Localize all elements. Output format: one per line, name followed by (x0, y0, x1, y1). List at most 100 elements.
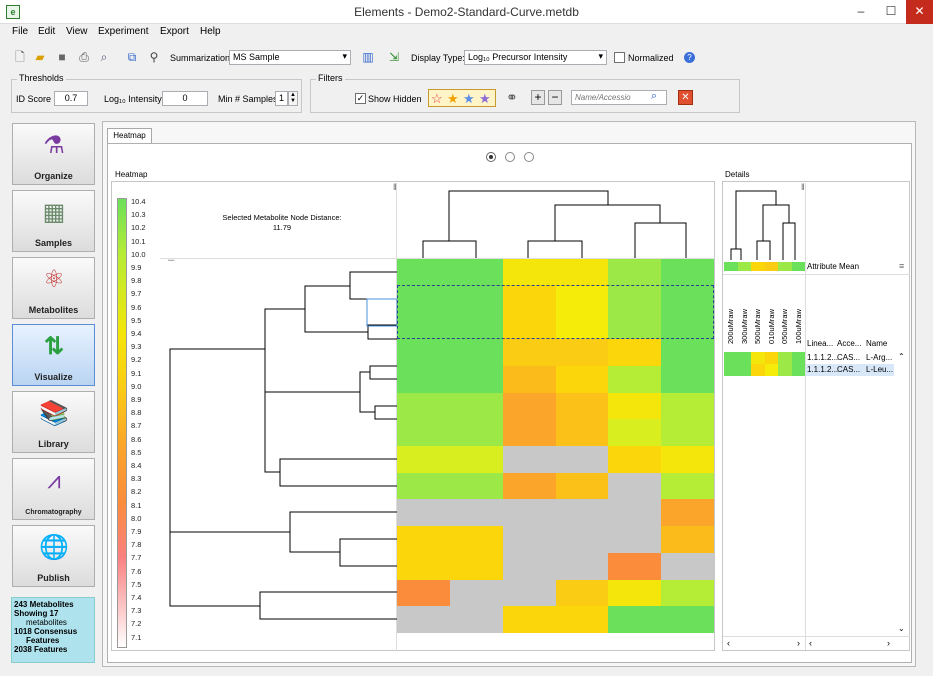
show-hidden-checkbox[interactable]: ✓ (355, 93, 366, 104)
heatmap-cell[interactable] (449, 312, 504, 340)
normalized-checkbox[interactable] (614, 52, 625, 63)
star-blue-icon[interactable]: ★ (463, 91, 475, 106)
scroll-right-1[interactable]: › (797, 638, 800, 648)
remove-filter-button[interactable]: − (548, 90, 562, 105)
heatmap-cell[interactable] (397, 552, 451, 581)
heatmap-cell[interactable] (502, 579, 556, 607)
details-row-1[interactable]: 1.1.1.2... CAS... L-Arg... (806, 352, 894, 364)
min-samples-spinner[interactable]: ▲ ▼ (288, 91, 298, 106)
heatmap-cell[interactable] (608, 392, 662, 420)
nav-samples[interactable]: ▦ Samples (12, 190, 95, 252)
minimize-button[interactable]: – (857, 4, 865, 18)
heatmap-cell[interactable] (449, 499, 504, 527)
menu-experiment[interactable]: Experiment (98, 26, 149, 37)
help-icon[interactable]: ? (684, 52, 695, 63)
heatmap-cell[interactable] (449, 579, 504, 607)
heatmap-cell[interactable] (449, 365, 504, 394)
heatmap-cell[interactable] (397, 579, 451, 607)
menu-file[interactable]: File (12, 26, 29, 37)
min-samples-input[interactable]: 1 (275, 91, 288, 106)
heatmap-cell[interactable] (449, 259, 504, 287)
star-purple-icon[interactable]: ★ (479, 91, 491, 106)
heatmap-cell[interactable] (608, 579, 662, 607)
heatmap-cell[interactable] (397, 499, 451, 527)
heatmap-cell[interactable] (502, 339, 556, 367)
heatmap-cell[interactable] (661, 365, 715, 394)
heatmap-cell[interactable] (608, 552, 662, 581)
heatmap-cell[interactable] (555, 392, 609, 420)
heatmap-cell[interactable] (608, 606, 662, 634)
save-icon[interactable]: ■ (58, 50, 66, 64)
heatmap-cell[interactable] (608, 419, 662, 447)
heatmap-cell[interactable] (502, 526, 556, 554)
col-splitter-handle[interactable]: ‖ (393, 182, 397, 192)
nav-publish[interactable]: 🌐 Publish (12, 525, 95, 587)
intensity-input[interactable]: 0 (162, 91, 208, 106)
heatmap-cell[interactable] (502, 312, 556, 340)
heatmap-cell[interactable] (449, 552, 504, 581)
heatmap-cell[interactable] (502, 392, 556, 420)
export-icon[interactable]: ⇲ (388, 50, 400, 64)
heatmap-cell[interactable] (608, 499, 662, 527)
heatmap-cell[interactable] (608, 285, 662, 313)
details-scroll-up[interactable]: ⌃ (898, 352, 905, 361)
heatmap-cell[interactable] (449, 392, 504, 420)
heatmap-cell[interactable] (397, 365, 451, 394)
nav-visualize[interactable]: ⇅ Visualize (12, 324, 95, 386)
heatmap-cell[interactable] (449, 285, 504, 313)
heatmap-cell[interactable] (502, 606, 556, 634)
heatmap-cell[interactable] (555, 339, 609, 367)
heatmap-cell[interactable] (397, 526, 451, 554)
heatmap-cell[interactable] (608, 339, 662, 367)
heatmap-cell[interactable] (397, 446, 451, 474)
id-score-input[interactable]: 0.7 (54, 91, 88, 106)
heatmap-cell[interactable] (555, 365, 609, 394)
heatmap-cell[interactable] (502, 285, 556, 313)
heatmap-cell[interactable] (555, 419, 609, 447)
heatmap-cell[interactable] (397, 259, 451, 287)
heatmap-cell[interactable] (661, 339, 715, 367)
nav-library[interactable]: 📚 Library (12, 391, 95, 453)
scroll-right-2[interactable]: › (887, 638, 890, 648)
details-row-2[interactable]: 1.1.1.2... CAS... L-Leu... (806, 364, 894, 376)
heatmap-cell[interactable] (555, 472, 609, 500)
heatmap-cell[interactable] (555, 579, 609, 607)
chart-icon[interactable]: ▥ (362, 50, 374, 64)
heatmap-cell[interactable] (449, 419, 504, 447)
heatmap-cell[interactable] (502, 472, 556, 500)
network-icon[interactable]: ⚭ (506, 89, 518, 105)
heatmap-cell[interactable] (608, 259, 662, 287)
heatmap-cell[interactable] (661, 552, 715, 581)
col-header-lineage[interactable]: Linea... (807, 339, 834, 348)
heatmap-cell[interactable] (397, 339, 451, 367)
details-col-splitter[interactable]: ‖ (801, 182, 805, 192)
nav-chromatography[interactable]: ⩘ Chromatography (12, 458, 95, 520)
heatmap-cell[interactable] (661, 419, 715, 447)
heatmap-cell[interactable] (555, 526, 609, 554)
search-input[interactable] (571, 90, 667, 105)
menu-help[interactable]: Help (200, 26, 221, 37)
heatmap-cell[interactable] (555, 285, 609, 313)
heatmap-cell[interactable] (397, 392, 451, 420)
heatmap-cell[interactable] (397, 472, 451, 500)
heatmap-cell[interactable] (555, 259, 609, 287)
nav-metabolites[interactable]: ⚛ Metabolites (12, 257, 95, 319)
scroll-left-1[interactable]: ‹ (727, 638, 730, 648)
preview-icon[interactable]: ⌕ (100, 50, 108, 64)
heatmap-cell[interactable] (502, 499, 556, 527)
heatmap-cell[interactable] (397, 419, 451, 447)
heatmap-cell[interactable] (449, 526, 504, 554)
heatmap-cell[interactable] (555, 446, 609, 474)
page-dot-1[interactable] (486, 152, 496, 162)
details-hscrollbar[interactable]: ‹ › ‹ › (723, 636, 910, 649)
heatmap-cell[interactable] (661, 312, 715, 340)
binoculars-icon[interactable]: ⚲ (149, 50, 159, 64)
heatmap-cell[interactable] (449, 472, 504, 500)
heatmap-cell[interactable] (661, 579, 715, 607)
summarization-select[interactable]: MS Sample (229, 50, 351, 65)
heatmap-cell[interactable] (555, 552, 609, 581)
heatmap-cell[interactable] (502, 365, 556, 394)
heatmap-cell[interactable] (661, 499, 715, 527)
details-scroll-down[interactable]: ⌄ (898, 624, 905, 633)
page-dot-3[interactable] (524, 152, 534, 162)
